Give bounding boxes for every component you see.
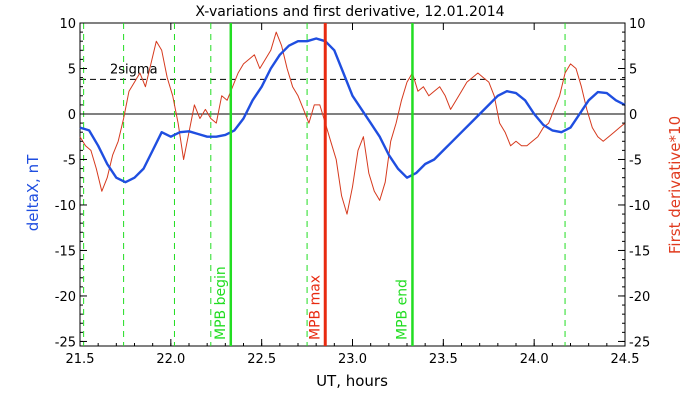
y-tick-label-left: 5 (68, 62, 76, 77)
mpb-max-label: MPB max (307, 275, 323, 340)
y-tick-label-left: -10 (55, 199, 76, 214)
y-tick-label-right: -25 (629, 335, 650, 350)
mpb-end-label: MPB end (394, 279, 410, 340)
y-tick-label-left: -25 (55, 335, 76, 350)
x-tick-label: 22.5 (247, 352, 276, 367)
y-axis-label-right: First derivative*10 (666, 116, 684, 254)
series-lines (79, 31, 626, 215)
y-tick-label-left: -15 (55, 244, 76, 259)
x-tick-label: 21.5 (66, 352, 95, 367)
mpb-begin-label: MPB begin (213, 266, 229, 340)
series-line-derivative (79, 31, 626, 215)
series-line-deltaX (79, 37, 626, 184)
mpb-markers: MPB begin MPB max MPB end (213, 23, 414, 346)
x-tick-label: 24.0 (520, 352, 549, 367)
y-tick-label-left: 10 (59, 17, 76, 32)
y-tick-label-right: 5 (629, 62, 637, 77)
y-tick-label-right: -15 (629, 244, 650, 259)
x-axis-label: UT, hours (316, 372, 388, 390)
y-tick-label-right: 0 (629, 108, 637, 123)
axis-ticks: 21.5 22.0 22.5 23.0 23.5 24.0 24.5 10 10 5 5 0 0 -5 -5… (55, 17, 650, 367)
y-axis-label-left: deltaX, nT (24, 154, 42, 231)
y-tick-label-left: -20 (55, 290, 76, 305)
y-tick-label-right: -20 (629, 290, 650, 305)
y-tick-label-left: -5 (63, 153, 76, 168)
y-tick-label-right: -10 (629, 199, 650, 214)
chart-title: X-variations and first derivative, 12.01… (195, 4, 504, 20)
x-tick-label: 24.5 (611, 352, 640, 367)
x-tick-label: 22.0 (156, 352, 185, 367)
two-sigma-label: 2sigma (110, 62, 158, 77)
y-tick-label-right: 10 (629, 17, 646, 32)
x-tick-label: 23.0 (338, 352, 367, 367)
y-tick-label-left: 0 (68, 108, 76, 123)
y-tick-label-right: -5 (629, 153, 642, 168)
x-tick-label: 23.5 (429, 352, 458, 367)
